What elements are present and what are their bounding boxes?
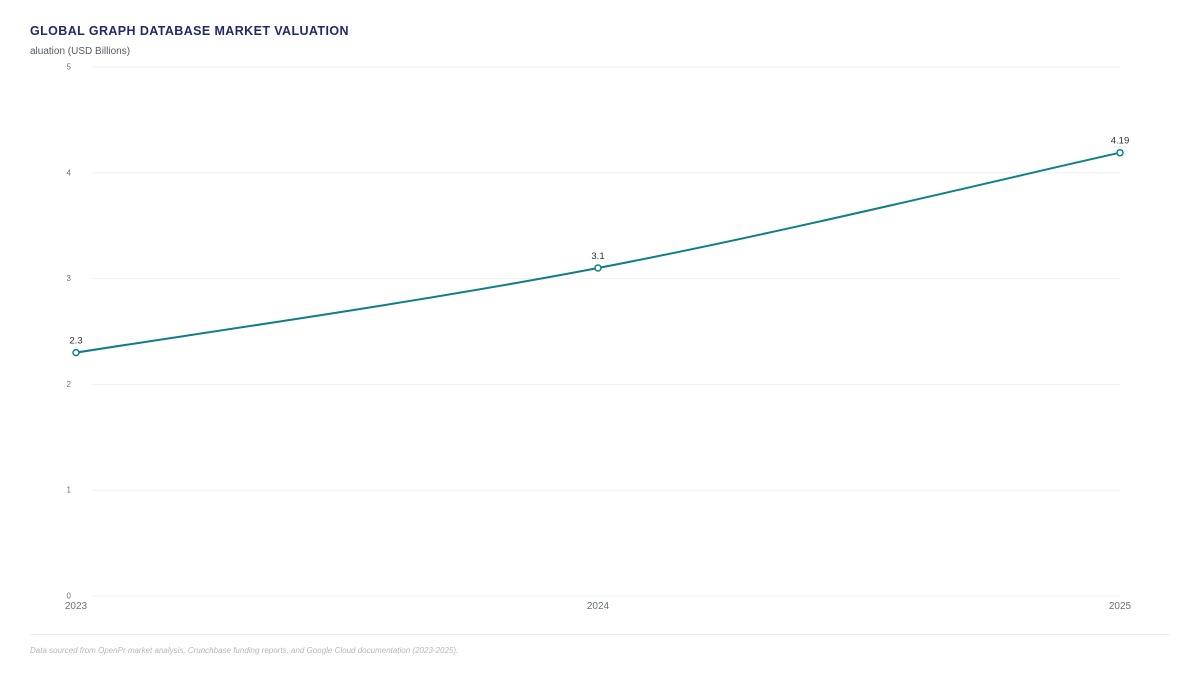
data-labels: 2.3 3.1 4.19 [69, 136, 1129, 347]
line-chart: 0 1 2 3 4 5 2023 2024 2025 2.3 3.1 4.19 [65, 63, 1132, 613]
chart-title: GLOBAL GRAPH DATABASE MARKET VALUATION [30, 24, 349, 38]
y-tick-label: 4 [67, 168, 72, 177]
data-point [1116, 148, 1124, 157]
data-point [72, 348, 80, 357]
y-axis-label: aluation (USD Billions) [30, 46, 131, 57]
source-note: Data sourced from OpenPr market analysis… [30, 646, 459, 655]
x-tick-label: 2025 [1109, 601, 1132, 612]
data-label: 3.1 [591, 251, 604, 262]
y-tick-label: 1 [67, 486, 72, 495]
y-axis-ticks: 0 1 2 3 4 5 [67, 63, 72, 601]
footer-divider [30, 634, 1170, 635]
data-label: 4.19 [1111, 136, 1130, 147]
y-tick-label: 5 [67, 63, 72, 72]
y-tick-label: 2 [67, 380, 72, 389]
data-point [594, 264, 602, 272]
x-tick-label: 2024 [587, 601, 610, 612]
x-tick-label: 2023 [65, 601, 88, 612]
x-axis-ticks: 2023 2024 2025 [65, 601, 1132, 612]
y-tick-label: 3 [67, 274, 72, 283]
data-points [72, 148, 1124, 357]
data-label: 2.3 [69, 336, 82, 347]
y-tick-label: 0 [67, 592, 72, 601]
gridlines [92, 66, 1120, 597]
